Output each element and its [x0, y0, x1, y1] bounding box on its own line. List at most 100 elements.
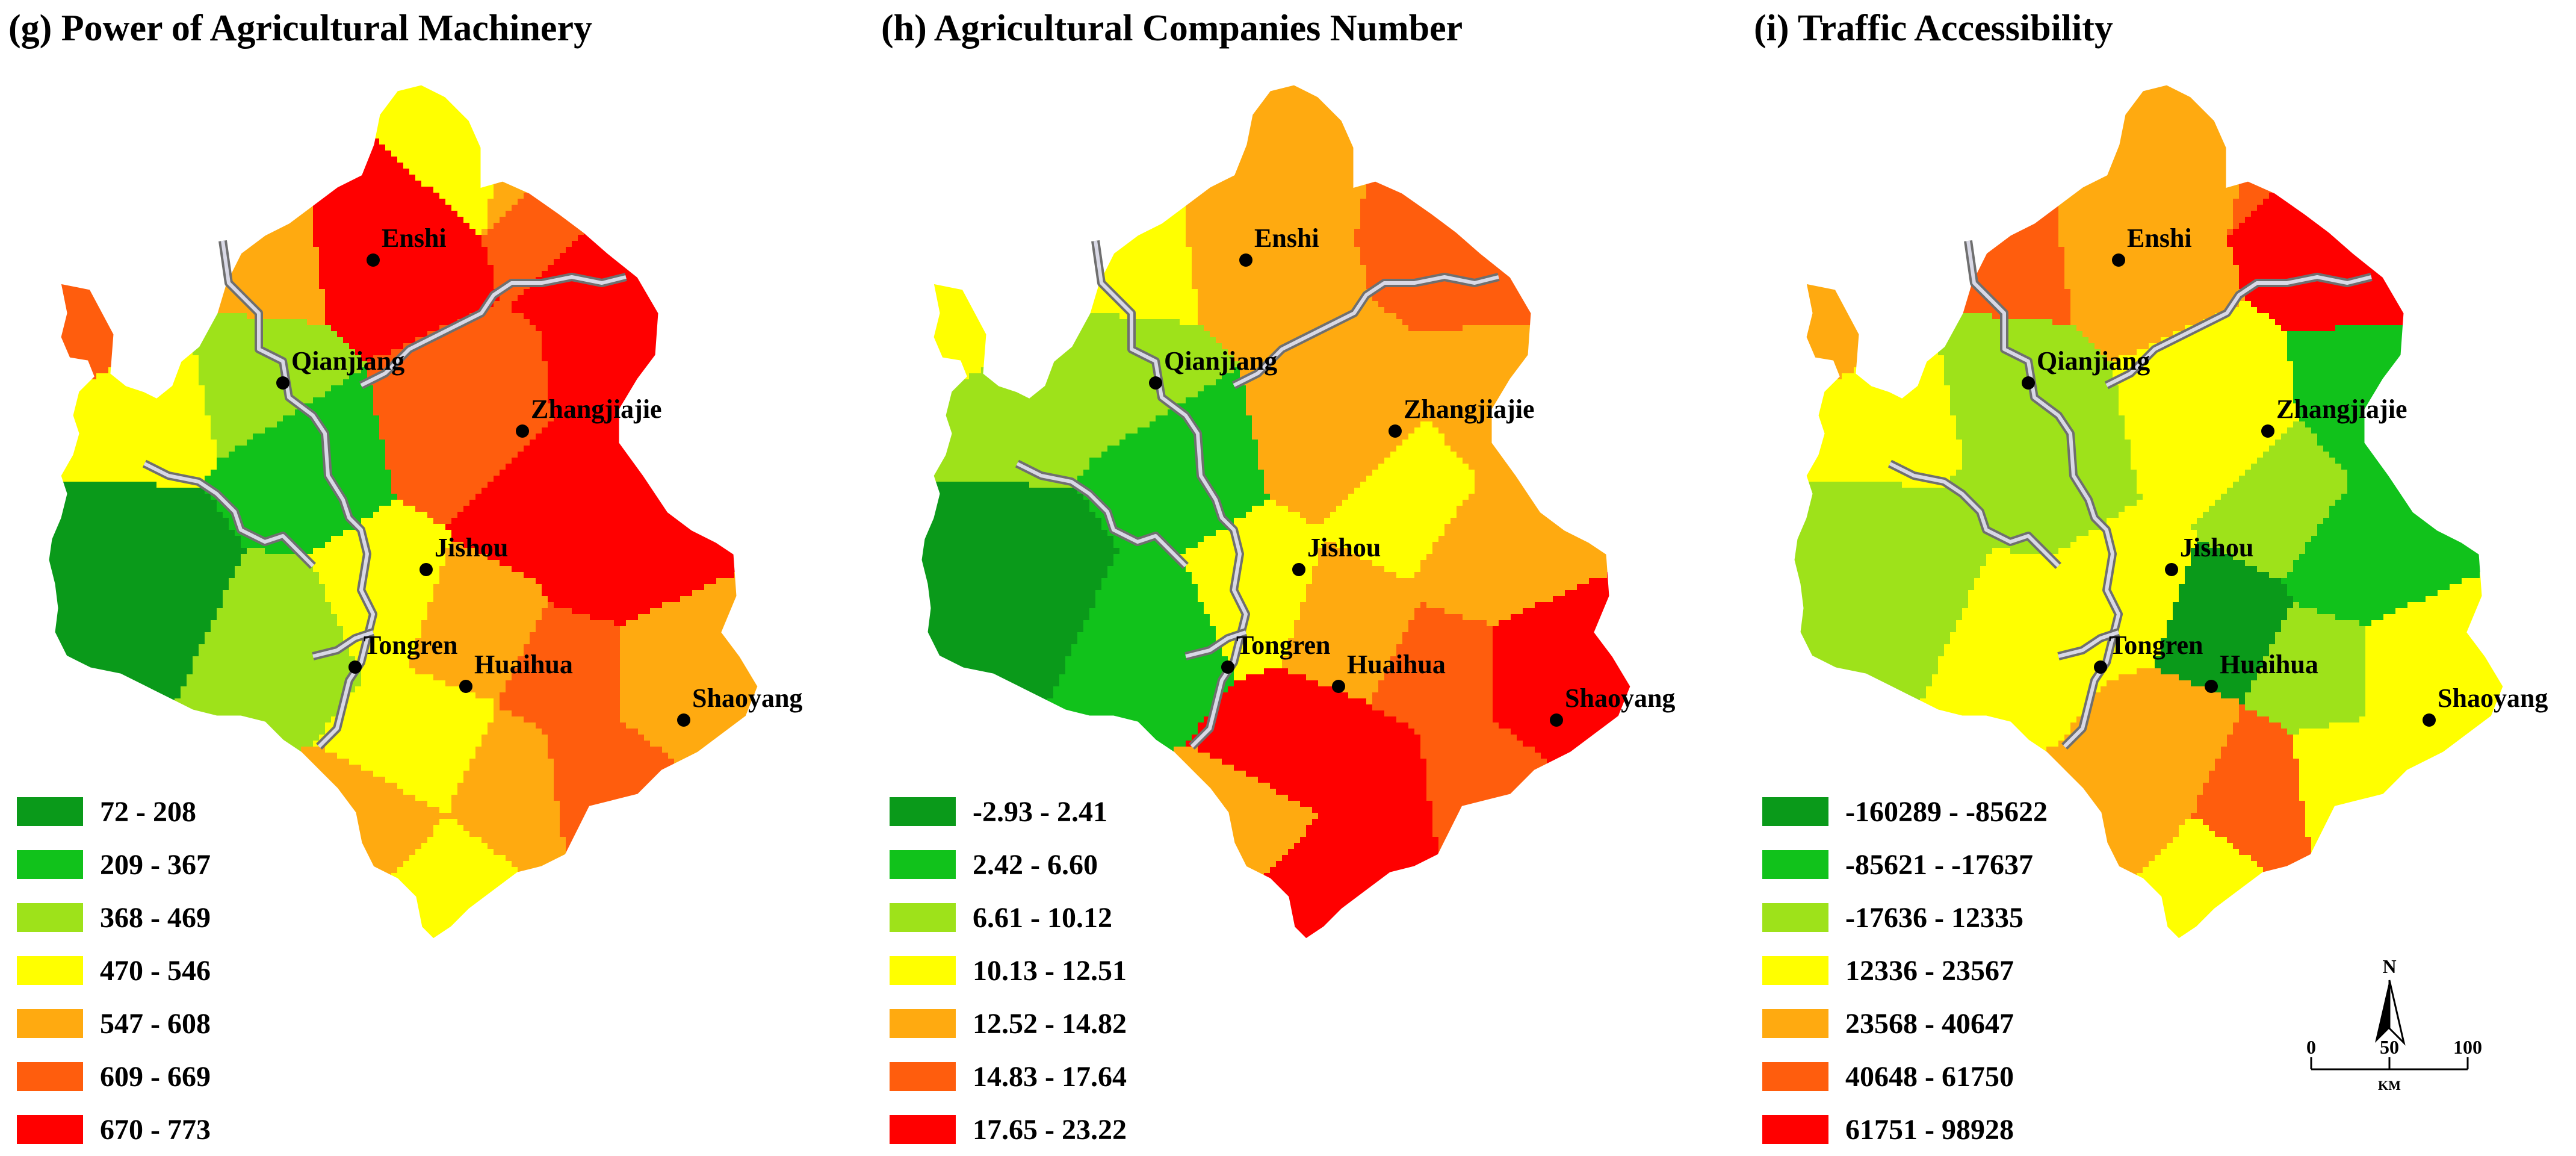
legend-swatch	[1762, 1062, 1828, 1091]
province-outline	[920, 83, 1632, 940]
legend-item: -17636 - 12335	[1762, 891, 2048, 944]
map-legend: 72 - 208 209 - 367 368 - 469 470 - 546 547 -…	[17, 785, 211, 1156]
city-label-tongren: Tongren	[1236, 630, 1331, 660]
city-label-qianjiang: Qianjiang	[1164, 346, 1277, 376]
city-marker	[420, 563, 433, 576]
river-line	[2105, 275, 2372, 387]
region-8	[1029, 391, 1030, 392]
legend-item: -160289 - -85622	[1762, 785, 2048, 838]
legend-label: 40648 - 61750	[1845, 1060, 2014, 1093]
legend-swatch	[1762, 1115, 1828, 1144]
map-legend: -160289 - -85622 -85621 - -17637 -17636 - …	[1762, 785, 2048, 1156]
scale-bar: N 0 50 100 KM	[2306, 956, 2482, 1093]
panel-title: (h) Agricultural Companies Number	[881, 7, 1463, 50]
region-8	[1901, 391, 1903, 392]
city-label-jishou: Jishou	[435, 533, 508, 562]
legend-swatch	[890, 797, 956, 826]
scale-tick-50: 50	[2380, 1036, 2399, 1058]
city-marker	[2261, 424, 2274, 438]
city-label-enshi: Enshi	[1254, 223, 1319, 253]
city-label-jishou: Jishou	[1307, 533, 1381, 562]
city-marker	[1149, 376, 1162, 390]
city-marker	[1239, 253, 1252, 267]
city-label-enshi: Enshi	[382, 223, 447, 253]
city-marker	[2112, 253, 2125, 267]
river-line	[1016, 462, 1187, 568]
city-label-qianjiang: Qianjiang	[2037, 346, 2150, 376]
legend-item: 12336 - 23567	[1762, 944, 2048, 997]
scale-unit: KM	[2378, 1078, 2401, 1093]
city-marker	[276, 376, 289, 390]
legend-item: 14.83 - 17.64	[890, 1050, 1127, 1103]
legend-swatch	[17, 1115, 83, 1144]
legend-label: 72 - 208	[100, 795, 196, 828]
map-panel-i: (i) Traffic Accessibility Enshi Qianjiang…	[1745, 0, 2576, 1150]
legend-item: 470 - 546	[17, 944, 211, 997]
city-marker	[2022, 376, 2035, 390]
city-marker	[2423, 713, 2436, 727]
legend-label: 12.52 - 14.82	[973, 1007, 1127, 1040]
legend-swatch	[17, 1009, 83, 1038]
region-2	[2274, 138, 2276, 139]
river-line	[221, 240, 375, 748]
legend-swatch	[17, 956, 83, 985]
legend-swatch	[17, 850, 83, 879]
legend-item: 2.42 - 6.60	[890, 838, 1127, 891]
map-panel-g: (g) Power of Agricultural Machinery Ensh…	[0, 0, 858, 1150]
choropleth-map: Enshi Qianjiang Zhangjiajie Jishou Tongren Hu…	[47, 83, 802, 940]
city-label-shaoyang: Shaoyang	[1565, 683, 1675, 713]
region-3	[571, 180, 572, 181]
city-marker	[1550, 713, 1563, 727]
city-marker	[348, 660, 362, 674]
region-8	[156, 391, 157, 392]
city-label-huaihua: Huaihua	[474, 650, 573, 679]
city-label-shaoyang: Shaoyang	[2438, 683, 2548, 713]
legend-swatch	[17, 797, 83, 826]
river-line	[1889, 462, 2060, 568]
legend-label: 14.83 - 17.64	[973, 1060, 1127, 1093]
city-label-tongren: Tongren	[364, 630, 458, 660]
legend-swatch	[1762, 1009, 1828, 1038]
city-label-shaoyang: Shaoyang	[692, 683, 802, 713]
legend-item: 6.61 - 10.12	[890, 891, 1127, 944]
legend-item: 12.52 - 14.82	[890, 997, 1127, 1050]
city-marker	[459, 680, 472, 693]
legend-item: 670 - 773	[17, 1103, 211, 1156]
legend-label: -17636 - 12335	[1845, 901, 2023, 934]
legend-label: 2.42 - 6.60	[973, 848, 1098, 881]
legend-item: 61751 - 98928	[1762, 1103, 2048, 1156]
legend-label: 23568 - 40647	[1845, 1007, 2014, 1040]
legend-swatch	[17, 1062, 83, 1091]
region-3	[2317, 180, 2318, 181]
city-marker	[1292, 563, 1305, 576]
city-marker	[516, 424, 529, 438]
city-marker	[1221, 660, 1234, 674]
panel-title: (i) Traffic Accessibility	[1754, 7, 2113, 50]
north-label: N	[2382, 956, 2396, 977]
city-label-enshi: Enshi	[2127, 223, 2192, 253]
map-legend: -2.93 - 2.41 2.42 - 6.60 6.61 - 10.12 10.13…	[890, 785, 1127, 1156]
region-3	[1444, 180, 1445, 181]
north-arrow-icon	[2375, 980, 2406, 1046]
river-line	[1966, 240, 2120, 748]
city-label-zhangjiajie: Zhangjiajie	[531, 394, 662, 424]
legend-swatch	[890, 850, 956, 879]
legend-label: 368 - 469	[100, 901, 211, 934]
city-label-huaihua: Huaihua	[2220, 650, 2318, 679]
legend-item: -2.93 - 2.41	[890, 785, 1127, 838]
legend-item: 40648 - 61750	[1762, 1050, 2048, 1103]
legend-swatch	[890, 1009, 956, 1038]
city-marker	[1389, 424, 1402, 438]
city-label-qianjiang: Qianjiang	[291, 346, 404, 376]
river-line	[312, 630, 374, 658]
city-label-zhangjiajie: Zhangjiajie	[2276, 394, 2407, 424]
city-label-huaihua: Huaihua	[1347, 650, 1446, 679]
legend-label: 17.65 - 23.22	[973, 1113, 1127, 1146]
choropleth-map: Enshi Qianjiang Zhangjiajie Jishou Tongren Hu…	[1792, 83, 2548, 940]
region-7	[992, 312, 994, 314]
legend-swatch	[1762, 903, 1828, 932]
city-marker	[1332, 680, 1345, 693]
panel-title: (g) Power of Agricultural Machinery	[8, 7, 592, 50]
legend-swatch	[890, 956, 956, 985]
region-7	[1865, 312, 1866, 314]
